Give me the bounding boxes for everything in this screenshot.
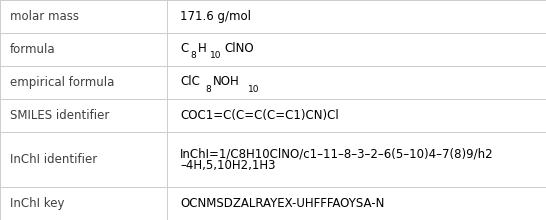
Text: 8: 8 [191, 51, 197, 61]
Text: InChI identifier: InChI identifier [10, 153, 97, 166]
Text: molar mass: molar mass [10, 10, 79, 23]
Text: ClNO: ClNO [224, 42, 254, 55]
Text: InChI=1/C8H10ClNO/c1–11–8–3–2–6(5–10)4–7(8)9/h2: InChI=1/C8H10ClNO/c1–11–8–3–2–6(5–10)4–7… [180, 147, 494, 160]
Text: 10: 10 [248, 84, 259, 94]
Text: ClC: ClC [180, 75, 200, 88]
Text: formula: formula [10, 43, 56, 56]
Text: OCNMSDZALRAYEX-UHFFFAOYSA-N: OCNMSDZALRAYEX-UHFFFAOYSA-N [180, 197, 384, 210]
Text: –4H,5,10H2,1H3: –4H,5,10H2,1H3 [180, 159, 276, 172]
Text: empirical formula: empirical formula [10, 76, 114, 89]
Text: 171.6 g/mol: 171.6 g/mol [180, 10, 251, 23]
Text: H: H [198, 42, 207, 55]
Text: SMILES identifier: SMILES identifier [10, 109, 109, 122]
Text: NOH: NOH [213, 75, 240, 88]
Text: C: C [180, 42, 188, 55]
Text: 8: 8 [206, 84, 212, 94]
Text: InChI key: InChI key [10, 197, 64, 210]
Text: COC1=C(C=C(C=C1)CN)Cl: COC1=C(C=C(C=C1)CN)Cl [180, 109, 339, 122]
Text: 10: 10 [210, 51, 221, 61]
